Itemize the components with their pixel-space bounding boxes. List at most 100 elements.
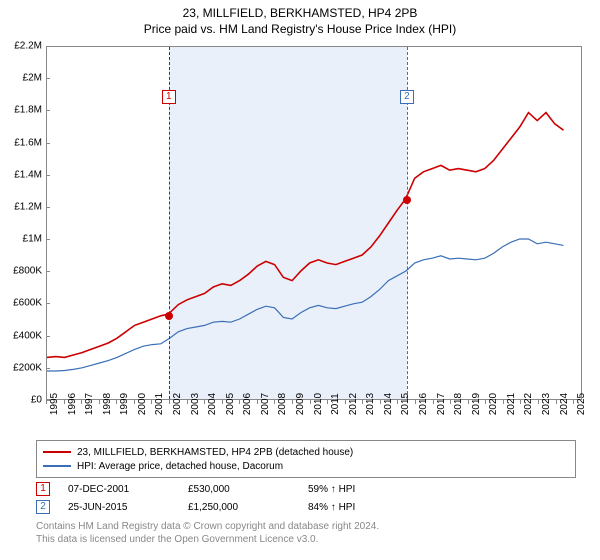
xtick-mark: [433, 400, 434, 404]
ytick-label: £1.4M: [14, 169, 42, 180]
ytick-mark: [46, 46, 50, 47]
xtick-mark: [257, 400, 258, 404]
xtick-mark: [362, 400, 363, 404]
marker-box-2: 2: [400, 90, 414, 104]
sale-point-1: [165, 312, 173, 320]
sales-table: 107-DEC-2001£530,00059% ↑ HPI 2 25-JUN-201…: [36, 480, 576, 516]
ytick-mark: [46, 239, 50, 240]
ytick-label: £2.2M: [14, 41, 42, 52]
ytick-mark: [46, 175, 50, 176]
xtick-label: 2013: [365, 393, 376, 415]
chart-subtitle: Price paid vs. HM Land Registry's House …: [0, 20, 600, 36]
ytick-label: £600K: [13, 298, 42, 309]
xtick-label: 2024: [559, 393, 570, 415]
xtick-mark: [99, 400, 100, 404]
xtick-mark: [468, 400, 469, 404]
line-plot: [47, 47, 581, 399]
xtick-label: 2009: [295, 393, 306, 415]
marker-box-1: 1: [162, 90, 176, 104]
ytick-label: £2M: [23, 73, 42, 84]
xtick-label: 2000: [137, 393, 148, 415]
xtick-label: 2016: [418, 393, 429, 415]
xtick-mark: [292, 400, 293, 404]
xtick-mark: [538, 400, 539, 404]
xtick-label: 2003: [190, 393, 201, 415]
ytick-mark: [46, 303, 50, 304]
xtick-mark: [485, 400, 486, 404]
footer-line: This data is licensed under the Open Gov…: [36, 533, 576, 546]
xtick-mark: [556, 400, 557, 404]
xtick-mark: [81, 400, 82, 404]
xtick-mark: [46, 400, 47, 404]
ytick-label: £1.2M: [14, 201, 42, 212]
xtick-mark: [345, 400, 346, 404]
xtick-label: 2017: [436, 393, 447, 415]
xtick-label: 2012: [348, 393, 359, 415]
legend-swatch: [43, 451, 71, 453]
xtick-mark: [380, 400, 381, 404]
xtick-label: 2007: [260, 393, 271, 415]
xtick-label: 2018: [453, 393, 464, 415]
xtick-mark: [151, 400, 152, 404]
sale-delta: 59% ↑ HPI: [308, 484, 428, 495]
ytick-label: £1.8M: [14, 105, 42, 116]
legend-item: HPI: Average price, detached house, Daco…: [43, 459, 569, 473]
xtick-mark: [450, 400, 451, 404]
sale-price: £1,250,000: [188, 502, 308, 513]
chart-title: 23, MILLFIELD, BERKHAMSTED, HP4 2PB: [0, 0, 600, 20]
xtick-label: 2014: [383, 393, 394, 415]
ytick-mark: [46, 110, 50, 111]
sale-marker: 2: [36, 500, 50, 514]
xtick-label: 2015: [400, 393, 411, 415]
xtick-mark: [169, 400, 170, 404]
sale-price: £530,000: [188, 484, 308, 495]
ytick-mark: [46, 143, 50, 144]
xtick-label: 2008: [277, 393, 288, 415]
sale-delta: 84% ↑ HPI: [308, 502, 428, 513]
xtick-mark: [327, 400, 328, 404]
legend-label: HPI: Average price, detached house, Daco…: [77, 461, 283, 472]
xtick-label: 2010: [313, 393, 324, 415]
xtick-label: 1996: [67, 393, 78, 415]
ytick-label: £400K: [13, 330, 42, 341]
xtick-label: 2004: [207, 393, 218, 415]
xtick-label: 1998: [102, 393, 113, 415]
xtick-mark: [239, 400, 240, 404]
xtick-label: 2022: [523, 393, 534, 415]
xtick-label: 1999: [119, 393, 130, 415]
xtick-label: 1997: [84, 393, 95, 415]
sale-row: 107-DEC-2001£530,00059% ↑ HPI: [36, 480, 576, 498]
xtick-label: 2023: [541, 393, 552, 415]
sale-date: 07-DEC-2001: [68, 484, 188, 495]
series-hpi: [47, 239, 563, 371]
chart-container: 23, MILLFIELD, BERKHAMSTED, HP4 2PB Pric…: [0, 0, 600, 560]
xtick-label: 2025: [576, 393, 587, 415]
xtick-label: 1995: [49, 393, 60, 415]
xtick-label: 2002: [172, 393, 183, 415]
ytick-mark: [46, 78, 50, 79]
series-property: [47, 113, 563, 358]
ytick-label: £0: [31, 395, 42, 406]
xtick-mark: [503, 400, 504, 404]
legend-swatch: [43, 465, 71, 467]
xtick-mark: [310, 400, 311, 404]
sale-date: 25-JUN-2015: [68, 502, 188, 513]
xtick-label: 2005: [225, 393, 236, 415]
footer-line: Contains HM Land Registry data © Crown c…: [36, 520, 576, 533]
xtick-mark: [222, 400, 223, 404]
ytick-label: £800K: [13, 266, 42, 277]
xtick-mark: [573, 400, 574, 404]
legend: 23, MILLFIELD, BERKHAMSTED, HP4 2PB (det…: [36, 440, 576, 478]
xtick-label: 2006: [242, 393, 253, 415]
xtick-label: 2021: [506, 393, 517, 415]
ytick-label: £1.6M: [14, 137, 42, 148]
ytick-mark: [46, 368, 50, 369]
xtick-label: 2019: [471, 393, 482, 415]
xtick-label: 2020: [488, 393, 499, 415]
ytick-mark: [46, 207, 50, 208]
ytick-mark: [46, 336, 50, 337]
xtick-mark: [187, 400, 188, 404]
footer-attribution: Contains HM Land Registry data © Crown c…: [36, 520, 576, 546]
xtick-mark: [204, 400, 205, 404]
ytick-label: £200K: [13, 362, 42, 373]
